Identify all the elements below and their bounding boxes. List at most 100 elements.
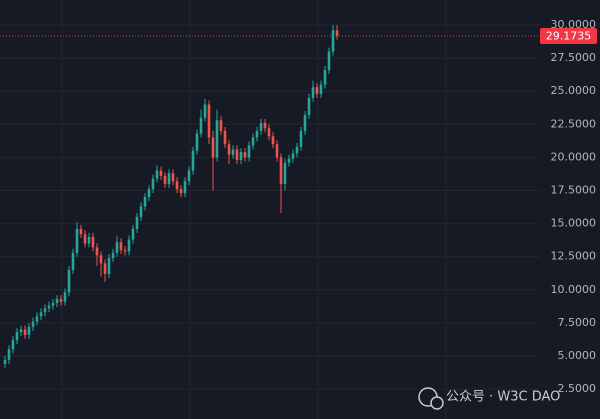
candle-body (131, 228, 135, 240)
candle-body (263, 122, 267, 129)
candle-body (323, 70, 327, 85)
candle-body (251, 137, 255, 146)
candle-body (151, 178, 155, 190)
candle-body (139, 206, 143, 217)
candle-body (103, 263, 107, 274)
candle-body (199, 117, 203, 134)
candle-body (207, 104, 211, 138)
y-tick-label: 5.0000 (558, 349, 597, 362)
candle-body (163, 175, 167, 184)
candle-body (335, 30, 339, 37)
candle-body (259, 122, 263, 131)
candle-body (215, 120, 219, 158)
candle-body (311, 87, 315, 98)
y-tick-label: 15.0000 (551, 217, 597, 230)
y-tick-label: 27.5000 (551, 51, 597, 64)
candle-body (303, 115, 307, 131)
candle-body (235, 149, 239, 161)
candle-body (83, 234, 87, 244)
candle-body (271, 136, 275, 145)
candle-body (255, 130, 259, 138)
y-tick-label: 2.5000 (558, 382, 597, 395)
candle-body (231, 149, 235, 155)
candle-body (331, 30, 335, 52)
candle-body (219, 120, 223, 131)
candle-body (19, 329, 23, 333)
candle-body (127, 239, 131, 252)
candle-body (115, 242, 119, 253)
watermark-icon (430, 396, 444, 410)
candle-body (295, 146, 299, 154)
candle-body (327, 51, 331, 71)
candle-body (107, 258, 111, 274)
candle-body (35, 316, 39, 322)
candle-body (187, 170, 191, 182)
candle-body (159, 170, 163, 176)
candle-body (11, 340, 15, 350)
candle-body (287, 158, 291, 163)
candle-body (275, 144, 279, 158)
candle-body (227, 144, 231, 155)
candle-body (183, 181, 187, 194)
candle-body (23, 329, 27, 335)
y-tick-label: 30.0000 (551, 18, 597, 31)
candle-body (171, 173, 175, 182)
candle-body (87, 236, 91, 244)
candle-body (99, 255, 103, 264)
candle-body (155, 170, 159, 179)
candle-body (243, 152, 247, 158)
candle-body (79, 228, 83, 235)
watermark: 公众号 · W3C DAO (418, 387, 560, 410)
y-tick-label: 10.0000 (551, 283, 597, 296)
candle-body (15, 332, 19, 341)
candle-body (279, 157, 283, 184)
candle-body (31, 321, 35, 327)
y-tick-label: 22.5000 (551, 117, 597, 130)
candle-body (47, 305, 51, 309)
candle-body (55, 299, 59, 304)
candle-body (315, 87, 319, 94)
y-tick-label: 12.5000 (551, 250, 597, 263)
candle-body (119, 242, 123, 251)
candle-body (135, 216, 139, 229)
candle-body (191, 150, 195, 171)
candle-body (123, 250, 127, 252)
candle-body (59, 299, 63, 302)
candle-body (203, 104, 207, 118)
candle-body (91, 236, 95, 248)
candle-body (247, 145, 251, 158)
candle-body (307, 97, 311, 116)
y-tick-label: 25.0000 (551, 84, 597, 97)
candle-body (291, 153, 295, 159)
candle-body (95, 247, 99, 256)
candle-body (283, 162, 287, 184)
candle-body (299, 130, 303, 147)
candle-body (223, 130, 227, 145)
candle-body (27, 326, 31, 335)
candle-body (167, 173, 171, 184)
vertical-grid (61, 0, 447, 419)
y-tick-label: 7.5000 (558, 316, 597, 329)
candle-body (211, 137, 215, 158)
candle-body (71, 252, 75, 270)
candle-body (195, 133, 199, 151)
candle-body (143, 197, 147, 207)
plot: 30.0000 27.5000 25.0000 22.5000 20.0000 17.50… (0, 18, 597, 395)
watermark-text: 公众号 · W3C DAO (446, 390, 560, 405)
candle-body (179, 189, 183, 194)
y-tick-label: 17.5000 (551, 184, 597, 197)
candle-body (319, 84, 323, 94)
last-price-box (540, 27, 597, 44)
candle-body (63, 292, 67, 302)
candle-body (175, 181, 179, 190)
y-tick-label: 20.0000 (551, 150, 597, 163)
candle-body (239, 152, 243, 161)
candle-body (147, 189, 151, 198)
candle-body (67, 269, 71, 293)
candle-body (7, 349, 11, 360)
candle-body (111, 252, 115, 259)
candle-body (39, 312, 43, 317)
last-price-label: 29.1735 (546, 29, 592, 42)
